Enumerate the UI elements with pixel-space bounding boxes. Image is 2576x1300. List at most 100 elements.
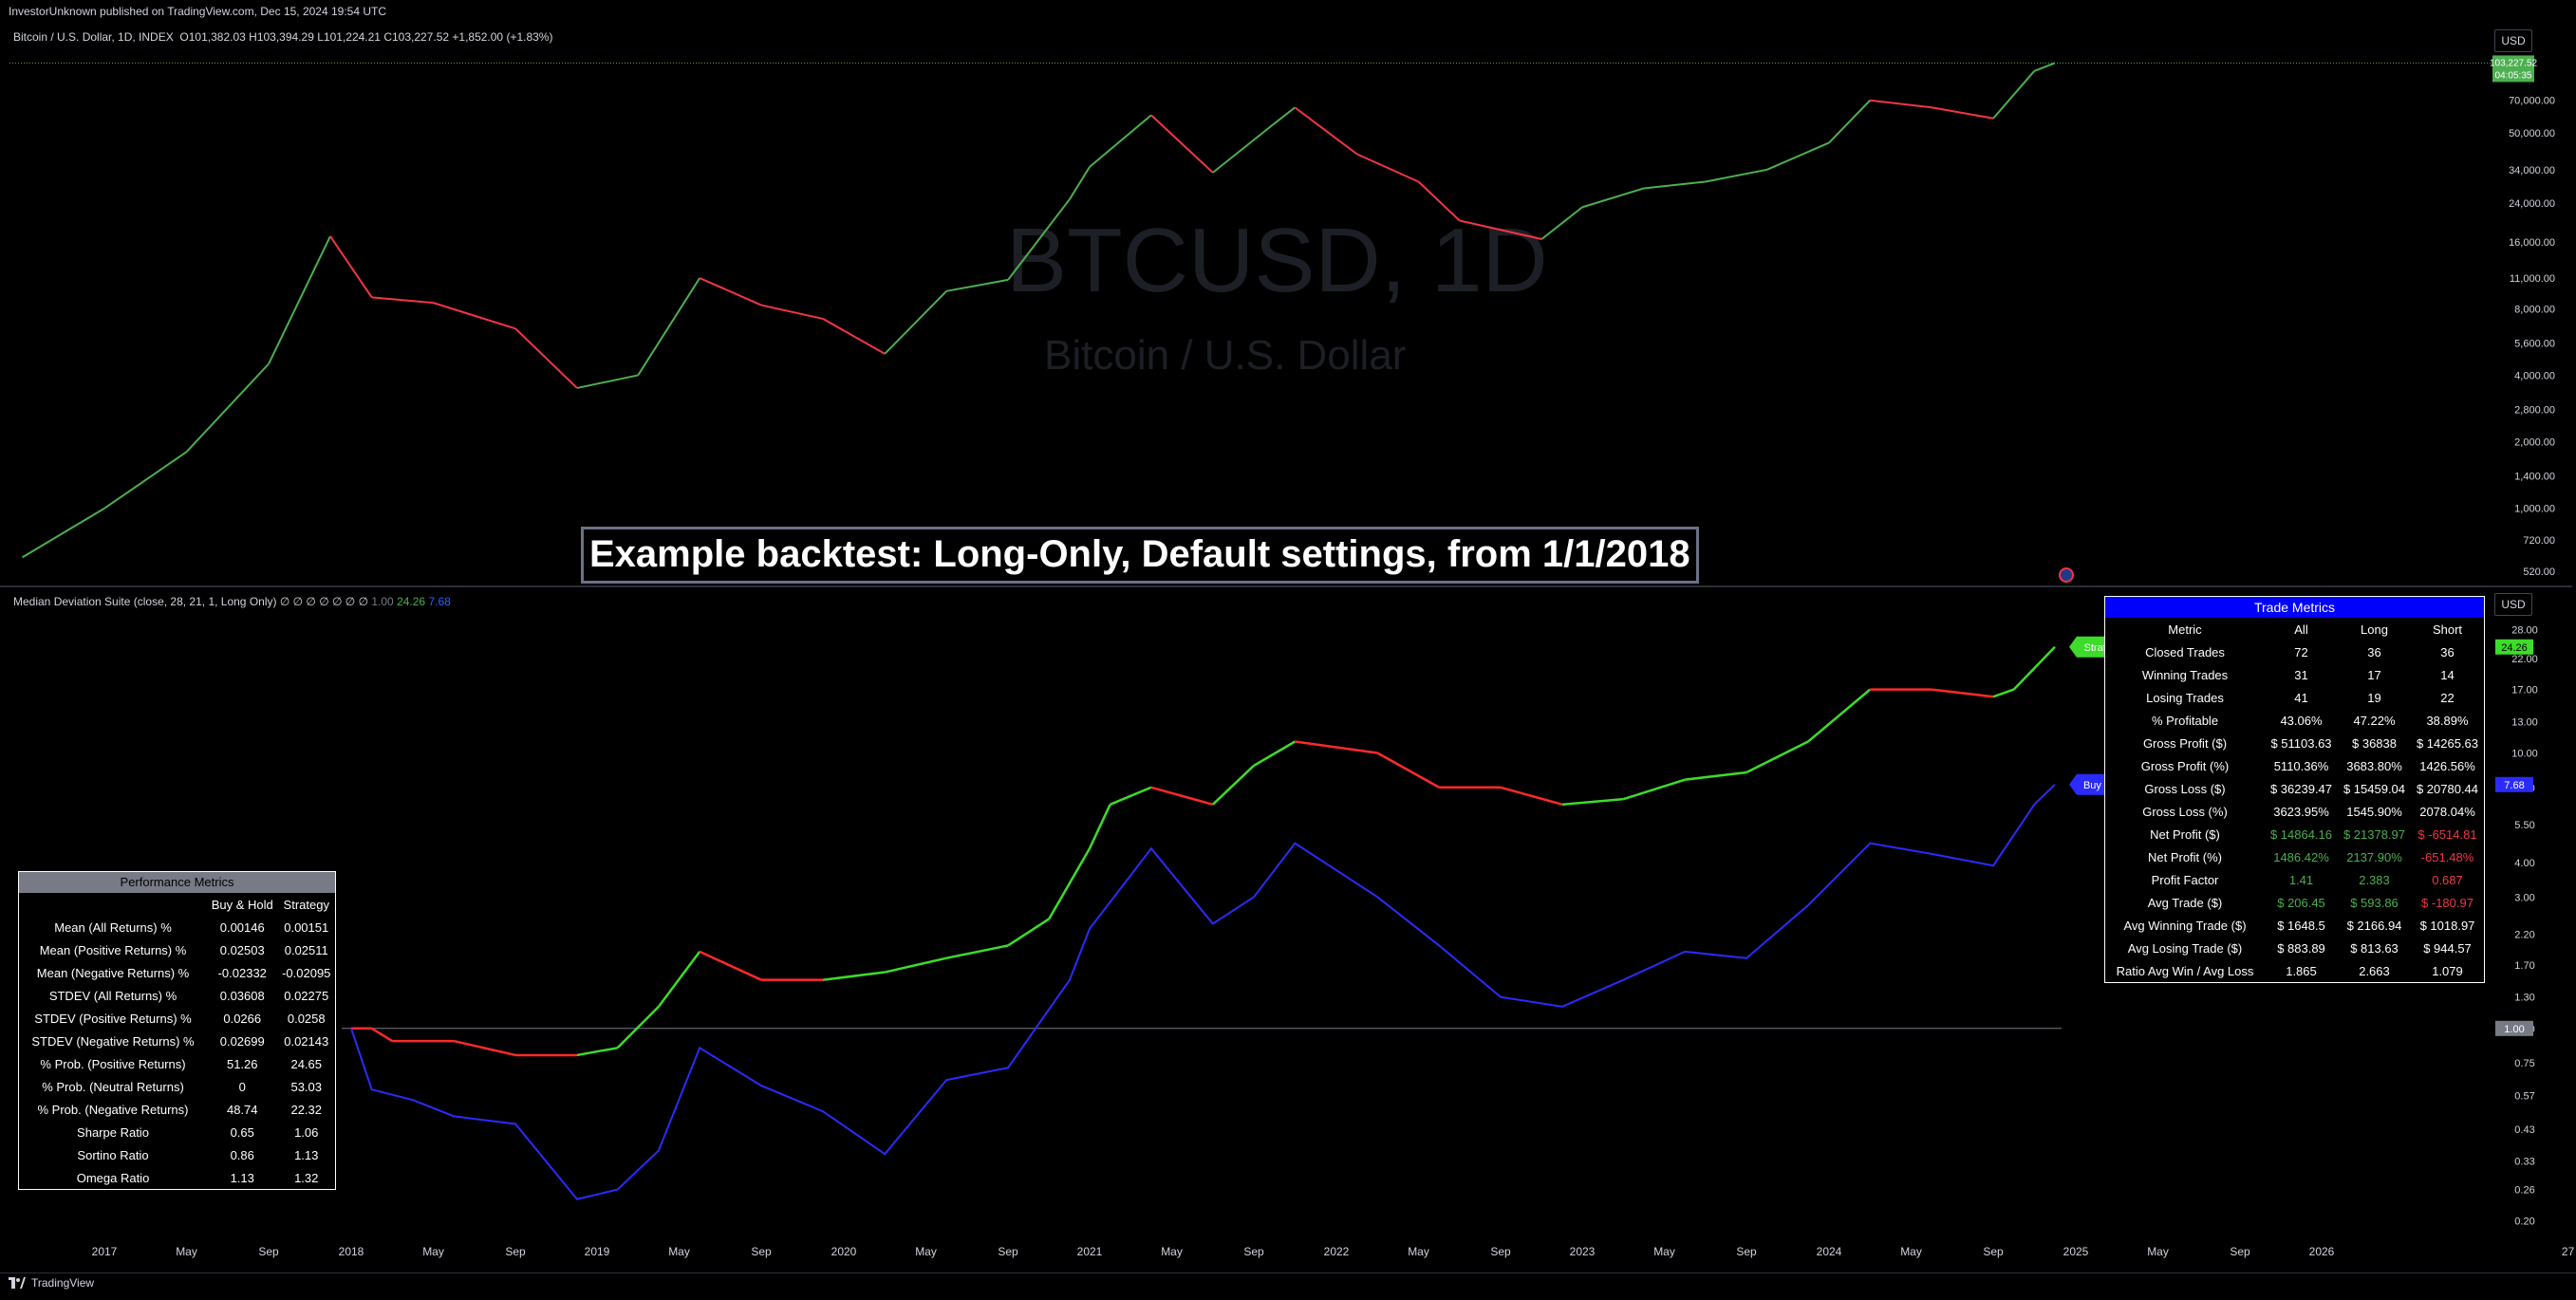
indicator-axis-label: 0.33 (2514, 1157, 2534, 1168)
bh-value-tag (2495, 776, 2533, 792)
trade-metrics-row: Losing Trades 41 19 22 (2105, 686, 2484, 709)
trade-metrics-row: Gross Profit ($) $ 51103.63 $ 36838 $ 14265… (2105, 732, 2484, 754)
perf-buy-hold: -0.02332 (217, 965, 267, 980)
perf-label: STDEV (Positive Returns) % (34, 1011, 192, 1026)
price-segment (822, 318, 886, 355)
perf-buy-hold: 0.65 (230, 1124, 254, 1140)
time-axis-label: Sep (1736, 1245, 1757, 1258)
perf-strategy: 1.13 (294, 1147, 319, 1162)
price-axis-label: 24,000.00 (2509, 198, 2555, 210)
strategy-segment (699, 950, 762, 981)
metric-label: Avg Losing Trade ($) (2127, 940, 2243, 956)
indicator-axis-label: 4.00 (2514, 858, 2534, 869)
performance-metrics-row: Sortino Ratio 0.86 1.13 (19, 1143, 335, 1166)
time-axis-label: Sep (258, 1245, 279, 1258)
perf-label: Mean (Positive Returns) % (39, 942, 187, 957)
metric-short: $ 1018.97 (2419, 918, 2475, 933)
metric-all: $ 51103.63 (2270, 735, 2332, 751)
time-axis-label: May (1653, 1245, 1675, 1258)
pane-divider[interactable] (0, 585, 2572, 587)
price-axis-label: 50,000.00 (2509, 128, 2555, 139)
time-axis-label: 2024 (1817, 1245, 1842, 1258)
time-axis-label: May (915, 1245, 937, 1258)
indicator-flags: ∅ ∅ ∅ ∅ ∅ ∅ ∅ (279, 595, 369, 608)
ohlc-low: L101,224.21 (317, 30, 381, 44)
last-price-label: 103,227.52 (2490, 58, 2537, 68)
metric-long: $ 36838 (2352, 735, 2397, 751)
time-axis-label: 2021 (1077, 1245, 1103, 1258)
indicator-axis-label: 0.43 (2514, 1124, 2534, 1136)
strategy-segment (1088, 804, 1111, 849)
metric-label: Gross Profit (%) (2140, 758, 2230, 773)
trade-metrics-row: Avg Winning Trade ($) $ 1648.5 $ 2166.94 $ … (2105, 914, 2484, 937)
time-axis-label: 2020 (831, 1245, 857, 1258)
buy-hold-line (350, 784, 2056, 1200)
time-axis-label: 2017 (92, 1245, 118, 1258)
strategy-segment (1295, 740, 1378, 754)
perf-strategy: 53.03 (290, 1079, 323, 1094)
metric-long: 1545.90% (2346, 804, 2402, 819)
price-segment (1766, 141, 1830, 171)
perf-buy-hold: 0.02699 (219, 1033, 265, 1049)
price-axis-label: 4,000.00 (2514, 370, 2555, 381)
price-segment (760, 304, 824, 320)
ref-value-tag (2495, 1020, 2533, 1036)
metric-long: 2.383 (2359, 872, 2390, 887)
time-axis-label: May (1900, 1245, 1922, 1258)
time-axis-label: May (668, 1245, 690, 1258)
indicator-currency-button[interactable]: USD (2494, 593, 2532, 616)
metric-short: 1426.56% (2419, 758, 2475, 773)
metric-all: 72 (2294, 644, 2308, 659)
strategy-segment (1561, 797, 1624, 807)
price-segment (699, 277, 762, 306)
footer-brand[interactable]: TradingView (31, 1276, 95, 1290)
metric-all: 1486.42% (2273, 849, 2329, 864)
time-axis-label: Sep (2230, 1245, 2250, 1258)
metric-all: 3623.95% (2273, 804, 2329, 819)
price-axis-label: 70,000.00 (2509, 96, 2555, 107)
perf-buy-hold: 0.00146 (219, 919, 265, 935)
strategy-segment (1622, 778, 1686, 801)
trade-metrics-row: Net Profit (%) 1486.42% 2137.90% -651.48% (2105, 845, 2484, 868)
price-segment (1540, 206, 1583, 240)
indicator-title[interactable]: Median Deviation Suite (close, 28, 21, 1… (13, 595, 277, 608)
metric-short: $ 20780.44 (2416, 781, 2479, 796)
ohlc-change: +1,852.00 (+1.83%) (452, 30, 553, 44)
price-segment (1274, 106, 1296, 124)
name-watermark: Bitcoin / U.S. Dollar (1044, 332, 1407, 379)
published-by: InvestorUnknown published on TradingView… (9, 5, 387, 18)
metric-all: $ 14864.16 (2269, 826, 2333, 842)
indicator-axis-label: 13.00 (2511, 716, 2538, 728)
price-segment (1705, 168, 1767, 183)
metric-long: 17 (2367, 667, 2381, 682)
performance-metrics-row: Omega Ratio 1.13 1.32 (19, 1166, 335, 1189)
price-segment (371, 296, 434, 305)
flag-icon[interactable] (2059, 567, 2074, 583)
metric-short: $ -6514.81 (2417, 826, 2477, 842)
strategy-segment (616, 1005, 660, 1049)
price-axis-label: 34,000.00 (2509, 165, 2555, 176)
metric-long: 19 (2367, 690, 2381, 705)
perf-strategy: 0.02275 (284, 988, 329, 1003)
symbol-line[interactable]: Bitcoin / U.S. Dollar, 1D, INDEX (13, 30, 174, 44)
strategy-segment (453, 1039, 516, 1057)
perf-strategy: 24.65 (290, 1056, 323, 1071)
price-segment (637, 277, 701, 376)
ref-value-label: 1.00 (2504, 1024, 2524, 1035)
price-segment (185, 362, 270, 453)
time-axis-label: 2023 (1570, 1245, 1596, 1258)
price-segment (103, 451, 188, 510)
time-axis-label: 2018 (339, 1245, 364, 1258)
metric-short: 22 (2440, 690, 2455, 705)
ohlc-high: H103,394.29 (249, 30, 314, 44)
trade-metrics-row: Ratio Avg Win / Avg Loss 1.865 2.663 1.079 (2105, 959, 2484, 982)
metric-label: Avg Trade ($) (2147, 895, 2223, 910)
last-price-tag (2492, 55, 2534, 83)
performance-metrics-table: Performance Metrics Buy & Hold Strategy … (18, 871, 336, 1190)
price-currency-button[interactable]: USD (2494, 29, 2532, 52)
perf-strategy: -0.02095 (282, 965, 331, 980)
price-segment (1212, 122, 1276, 174)
metric-label: Gross Profit ($) (2142, 735, 2228, 751)
performance-metrics-row: Mean (All Returns) % 0.00146 0.00151 (19, 916, 335, 938)
